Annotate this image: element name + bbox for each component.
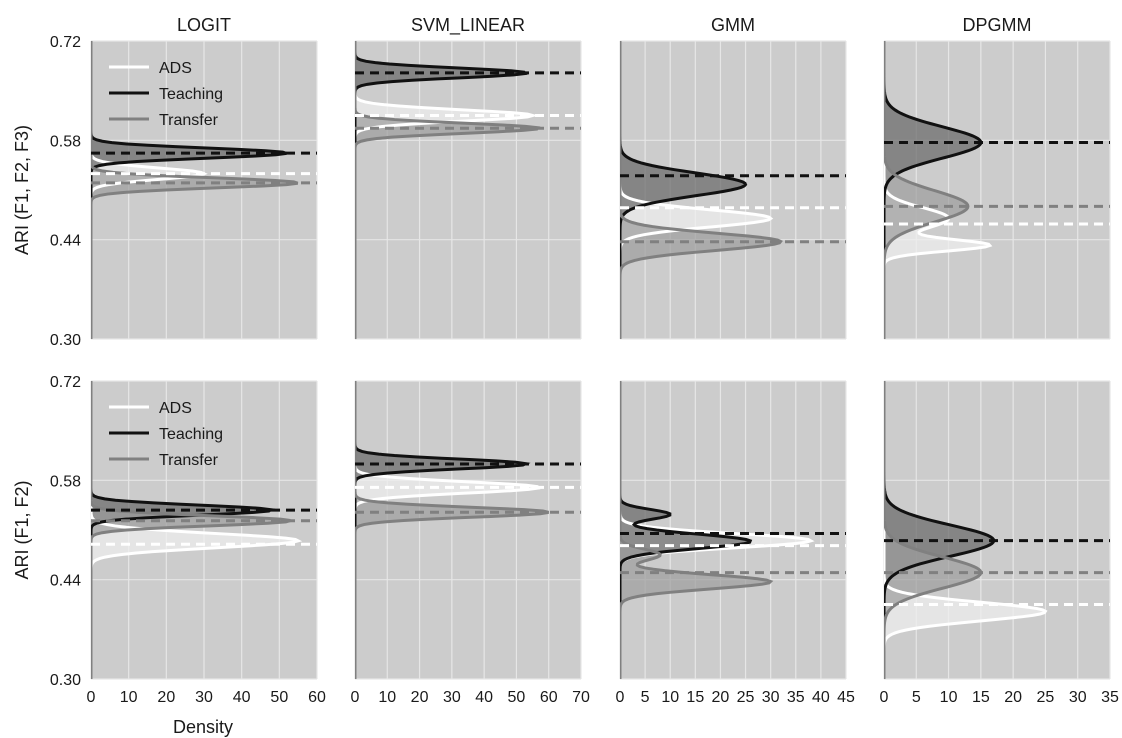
panel-title-dpgmm: DPGMM xyxy=(963,15,1032,35)
density-line-teaching xyxy=(91,381,276,679)
panel-1-3 xyxy=(883,380,1111,680)
panel-1-2 xyxy=(619,380,847,680)
density-fill-teaching xyxy=(620,41,746,339)
density-line-ads xyxy=(91,41,208,339)
x-tick-label: 20 xyxy=(411,689,429,706)
density-fill-ads xyxy=(355,41,533,339)
density-line-transfer xyxy=(91,381,291,679)
y-tick-label: 0.30 xyxy=(50,672,81,689)
chart-row-1-y-axis-label: ARI (F1, F2) xyxy=(12,480,32,579)
plot-area xyxy=(355,381,581,679)
x-tick-label: 10 xyxy=(940,689,958,706)
x-tick-label: 35 xyxy=(787,689,805,706)
y-tick-label: 0.72 xyxy=(50,34,81,51)
panel-0-2 xyxy=(619,40,847,340)
x-tick-label: 40 xyxy=(233,689,251,706)
legend-label-teaching: Teaching xyxy=(159,86,223,103)
x-tick-label: 45 xyxy=(837,689,855,706)
x-tick-label: 50 xyxy=(508,689,526,706)
x-tick-label: 35 xyxy=(1101,689,1119,706)
y-tick-label: 0.30 xyxy=(50,332,81,349)
x-tick-label: 0 xyxy=(351,689,360,706)
density-line-teaching xyxy=(620,381,753,679)
x-tick-label: 20 xyxy=(1004,689,1022,706)
panel-title-gmm: GMM xyxy=(711,15,755,35)
panel-title-logit: LOGIT xyxy=(177,15,231,35)
legend-label-transfer: Transfer xyxy=(159,452,219,469)
x-tick-label: 15 xyxy=(686,689,704,706)
x-tick-label: 30 xyxy=(762,689,780,706)
density-line-teaching xyxy=(620,41,748,339)
chart-row-0-y-axis-label: ARI (F1, F2, F3) xyxy=(12,125,32,255)
x-tick-label: 5 xyxy=(641,689,650,706)
panel-title-svm-linear: SVM_LINEAR xyxy=(411,15,525,36)
density-line-ads xyxy=(884,381,1048,679)
density-line-transfer xyxy=(884,381,983,679)
x-tick-label: 40 xyxy=(475,689,493,706)
x-tick-label: 0 xyxy=(87,689,96,706)
x-tick-label: 5 xyxy=(912,689,921,706)
x-tick-label: 60 xyxy=(540,689,558,706)
legend-label-ads: ADS xyxy=(159,400,192,417)
x-tick-label: 25 xyxy=(1037,689,1055,706)
panel-0-1 xyxy=(354,40,582,340)
x-tick-label: 30 xyxy=(443,689,461,706)
chart-x-axis-label: Density xyxy=(173,717,233,737)
x-tick-label: 10 xyxy=(378,689,396,706)
density-fill-transfer xyxy=(91,41,298,339)
legend-label-transfer: Transfer xyxy=(159,112,219,129)
x-tick-label: 0 xyxy=(880,689,889,706)
density-line-ads xyxy=(91,381,303,679)
x-tick-label: 30 xyxy=(195,689,213,706)
y-tick-label: 0.58 xyxy=(50,473,81,490)
panel-1-1 xyxy=(354,380,582,680)
panel-0-0: ADS Teaching Transfer xyxy=(90,40,318,340)
legend-label-ads: ADS xyxy=(159,60,192,77)
y-tick-label: 0.44 xyxy=(50,573,81,590)
density-line-teaching xyxy=(884,381,996,679)
x-tick-label: 25 xyxy=(737,689,755,706)
x-tick-label: 0 xyxy=(616,689,625,706)
y-tick-label: 0.72 xyxy=(50,374,81,391)
panel-0-3 xyxy=(883,40,1111,340)
density-fill-ads xyxy=(884,381,1046,679)
x-tick-label: 10 xyxy=(661,689,679,706)
density-line-transfer xyxy=(91,41,299,339)
x-tick-label: 15 xyxy=(972,689,990,706)
x-tick-label: 20 xyxy=(157,689,175,706)
x-tick-label: 30 xyxy=(1069,689,1087,706)
density-line-transfer xyxy=(355,381,549,679)
density-fill-transfer xyxy=(884,41,968,339)
x-tick-label: 60 xyxy=(308,689,326,706)
x-tick-label: 70 xyxy=(572,689,590,706)
legend-label-teaching: Teaching xyxy=(159,426,223,443)
x-tick-label: 50 xyxy=(270,689,288,706)
density-line-ads xyxy=(620,381,815,679)
plot-area xyxy=(355,41,581,339)
x-tick-label: 40 xyxy=(812,689,830,706)
y-tick-label: 0.44 xyxy=(50,233,81,250)
density-fill-teaching xyxy=(620,381,751,679)
x-tick-label: 10 xyxy=(120,689,138,706)
panel-1-0: ADS Teaching Transfer xyxy=(90,380,318,680)
y-tick-label: 0.58 xyxy=(50,133,81,150)
density-line-transfer xyxy=(884,41,970,339)
density-fill-teaching xyxy=(884,381,994,679)
x-tick-label: 20 xyxy=(712,689,730,706)
